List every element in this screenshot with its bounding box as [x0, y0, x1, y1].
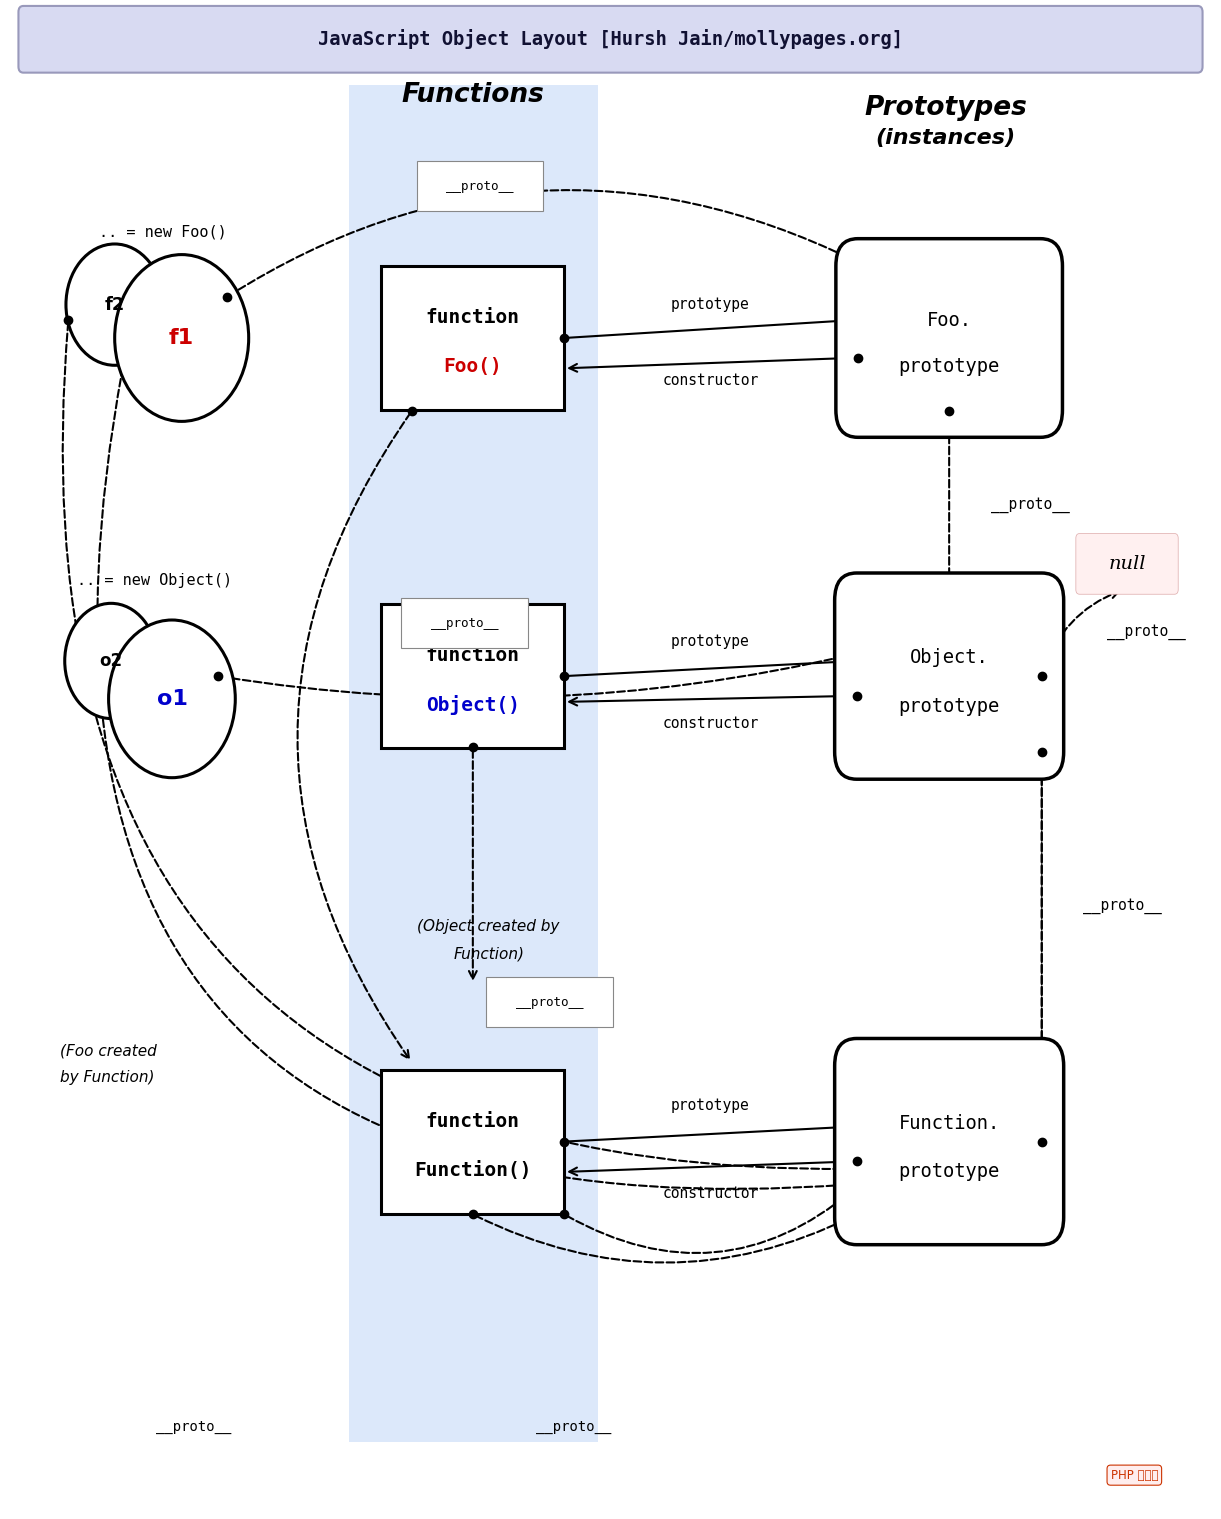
Text: __proto__: __proto__ [515, 995, 584, 1009]
Text: function: function [426, 647, 520, 665]
FancyBboxPatch shape [486, 977, 613, 1027]
FancyArrowPatch shape [567, 1123, 851, 1141]
Text: Function): Function) [453, 946, 524, 962]
FancyBboxPatch shape [1076, 533, 1178, 594]
Text: Object.: Object. [910, 649, 989, 667]
FancyBboxPatch shape [18, 6, 1203, 73]
Text: by Function): by Function) [60, 1071, 154, 1086]
Text: .. = new Object(): .. = new Object() [77, 573, 232, 588]
FancyBboxPatch shape [416, 161, 543, 211]
FancyArrowPatch shape [945, 413, 954, 591]
Text: Function.: Function. [899, 1113, 1000, 1133]
FancyArrowPatch shape [567, 1191, 852, 1253]
FancyBboxPatch shape [381, 266, 564, 410]
FancyArrowPatch shape [569, 358, 855, 372]
Text: JavaScript Object Layout [Hursh Jain/mollypages.org]: JavaScript Object Layout [Hursh Jain/mol… [317, 29, 904, 49]
Text: Foo(): Foo() [443, 357, 502, 377]
Text: o2: o2 [99, 652, 122, 670]
FancyBboxPatch shape [400, 598, 527, 649]
FancyBboxPatch shape [348, 85, 598, 1442]
Circle shape [109, 620, 236, 778]
FancyBboxPatch shape [381, 1069, 564, 1214]
Text: null: null [1109, 554, 1145, 573]
Text: __proto__: __proto__ [447, 179, 514, 193]
Text: constructor: constructor [662, 715, 758, 731]
Text: f1: f1 [170, 328, 194, 348]
FancyBboxPatch shape [835, 1039, 1063, 1244]
FancyArrowPatch shape [98, 368, 851, 1189]
Text: Functions: Functions [402, 82, 545, 108]
Text: (Object created by: (Object created by [418, 919, 560, 934]
FancyBboxPatch shape [835, 573, 1063, 779]
FancyArrowPatch shape [221, 653, 851, 697]
Text: Prototypes: Prototypes [864, 94, 1027, 120]
Text: prototype: prototype [899, 357, 1000, 377]
FancyArrowPatch shape [567, 658, 851, 676]
Text: PHP 中文网: PHP 中文网 [1111, 1469, 1158, 1481]
Text: Object(): Object() [426, 694, 520, 715]
Text: Foo.: Foo. [927, 311, 972, 330]
Circle shape [65, 603, 158, 718]
FancyArrowPatch shape [469, 750, 476, 978]
Text: __proto__: __proto__ [431, 617, 498, 629]
FancyArrowPatch shape [1038, 755, 1045, 1057]
FancyArrowPatch shape [475, 1215, 852, 1262]
Text: __proto__: __proto__ [1107, 624, 1186, 639]
Text: (instances): (instances) [875, 128, 1016, 147]
Text: prototype: prototype [672, 1098, 750, 1113]
FancyArrowPatch shape [62, 322, 851, 1173]
FancyArrowPatch shape [569, 696, 853, 705]
FancyArrowPatch shape [1038, 756, 1045, 1139]
FancyArrowPatch shape [298, 413, 410, 1059]
FancyArrowPatch shape [567, 316, 852, 337]
Text: Function(): Function() [414, 1161, 531, 1180]
Text: .. = new Foo(): .. = new Foo() [99, 225, 227, 240]
Text: __proto__: __proto__ [991, 497, 1070, 512]
Text: function: function [426, 1112, 520, 1132]
Text: o1: o1 [156, 688, 187, 709]
Text: prototype: prototype [899, 697, 1000, 715]
Text: f2: f2 [105, 296, 125, 313]
Text: prototype: prototype [899, 1162, 1000, 1182]
Text: constructor: constructor [662, 374, 758, 387]
FancyBboxPatch shape [381, 605, 564, 749]
Text: (Foo created: (Foo created [60, 1044, 156, 1059]
Text: prototype: prototype [672, 633, 750, 649]
Text: __proto__: __proto__ [536, 1420, 612, 1434]
FancyBboxPatch shape [836, 238, 1062, 437]
FancyArrowPatch shape [569, 1162, 853, 1176]
Text: __proto__: __proto__ [156, 1420, 232, 1434]
FancyArrowPatch shape [1043, 591, 1118, 673]
Text: prototype: prototype [672, 298, 750, 311]
FancyArrowPatch shape [230, 190, 853, 296]
Circle shape [115, 255, 249, 421]
Text: function: function [426, 308, 520, 327]
Text: constructor: constructor [662, 1186, 758, 1200]
Circle shape [66, 245, 164, 365]
Text: __proto__: __proto__ [1083, 899, 1161, 914]
